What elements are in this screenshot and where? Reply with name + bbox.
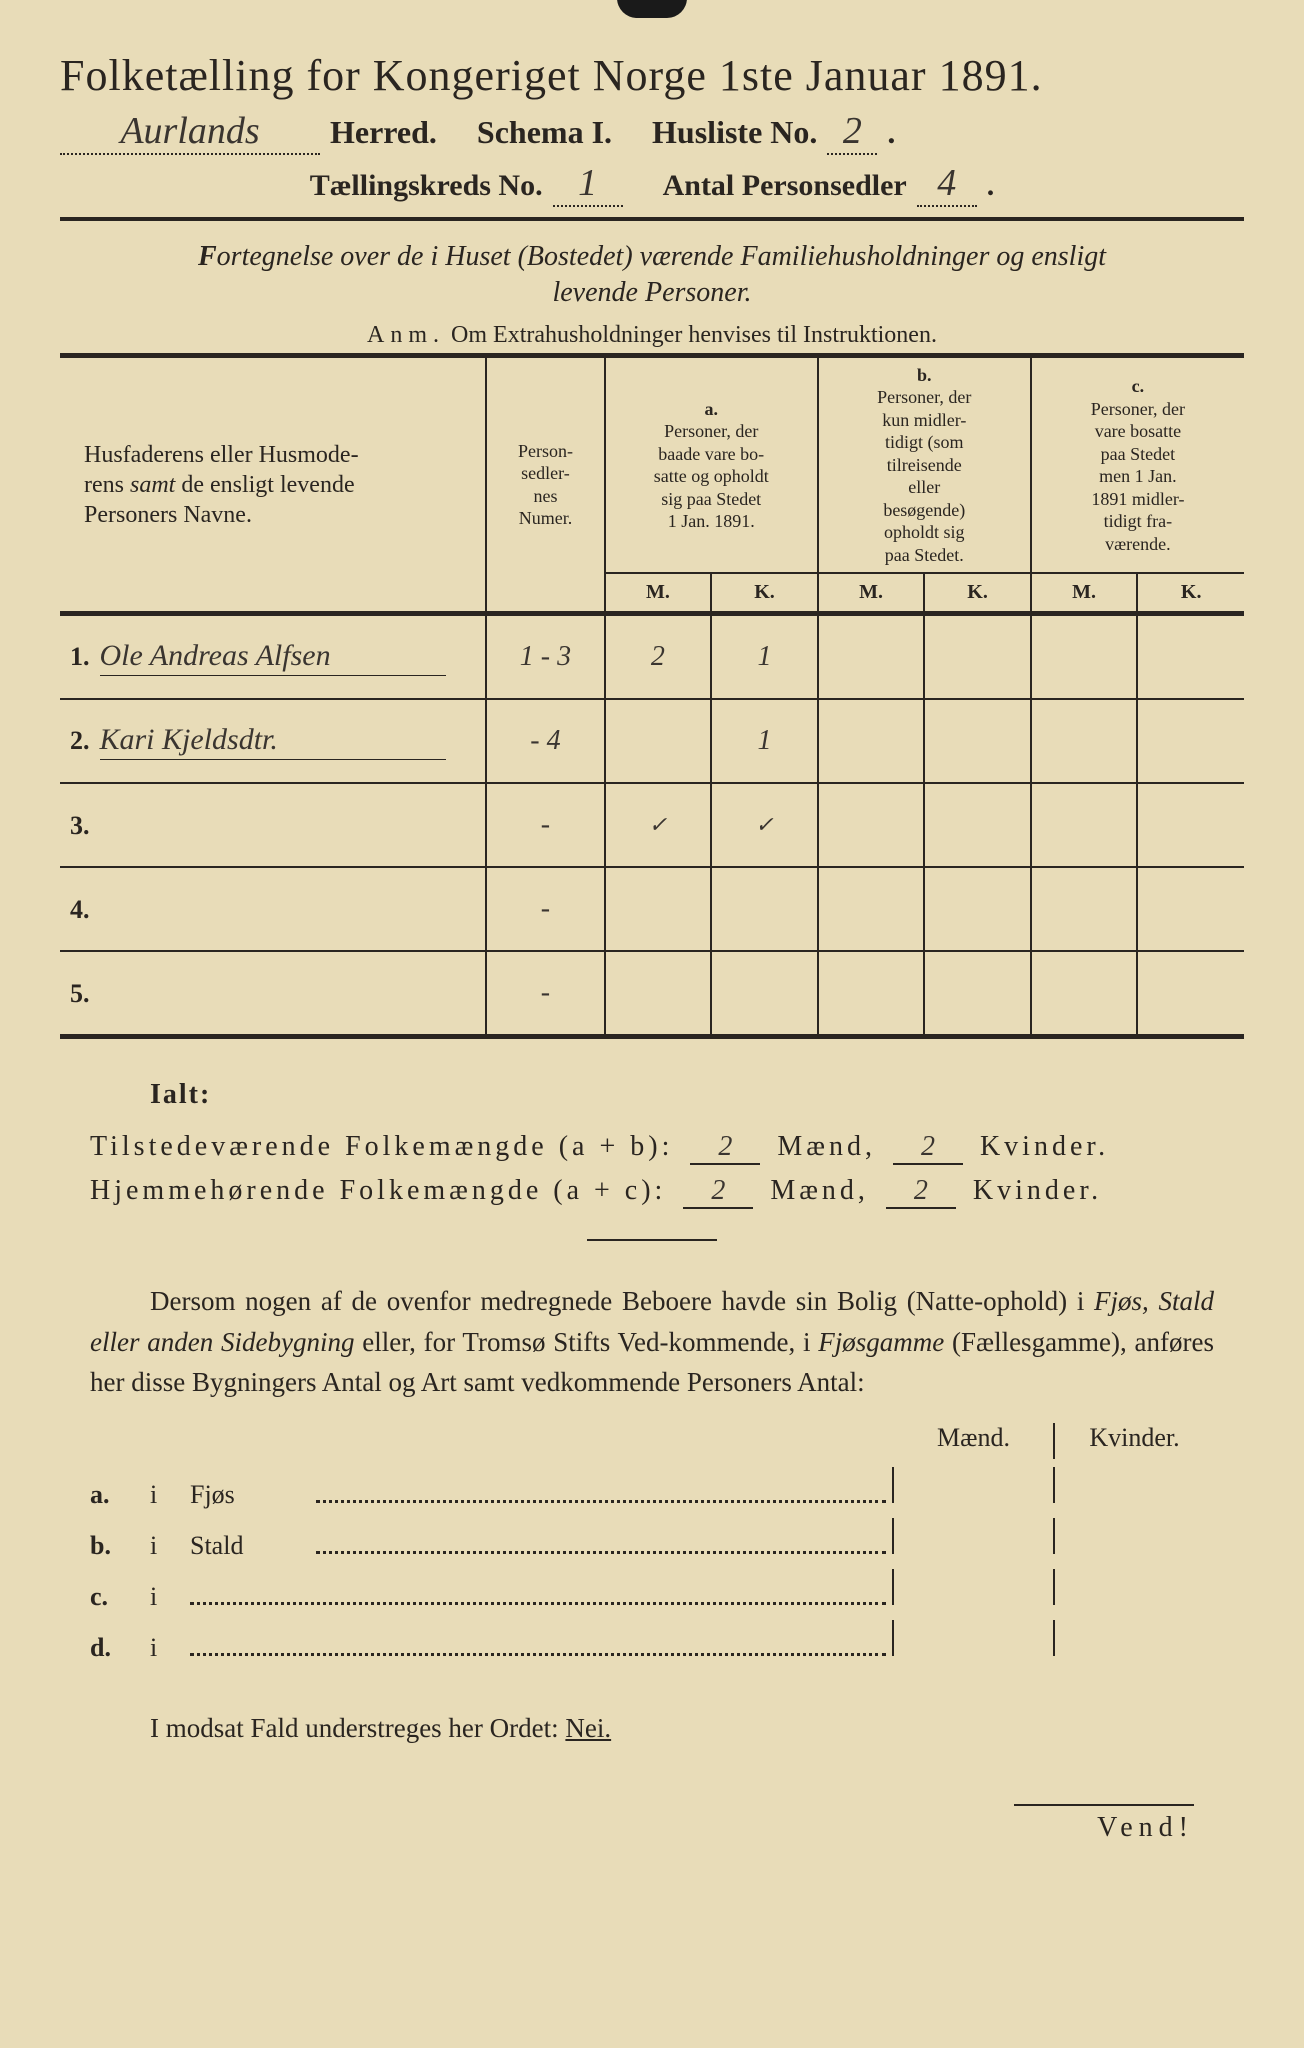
col-a-m: M. <box>605 573 712 614</box>
census-form-page: Folketælling for Kongeriget Norge 1ste J… <box>0 0 1304 2048</box>
anm-label: Anm. <box>367 322 445 348</box>
husliste-value: 2 <box>827 109 877 155</box>
building-row: c. i <box>90 1569 1214 1612</box>
vend-label: Vend! <box>1014 1804 1194 1844</box>
herred-label: Herred. <box>330 114 437 151</box>
anm-line: Anm. Om Extrahusholdninger henvises til … <box>60 322 1244 349</box>
paragraph: Dersom nogen af de ovenfor medregnede Be… <box>90 1281 1214 1403</box>
summary-line-1: Tilstedeværende Folkemængde (a + b): 2 M… <box>90 1131 1244 1165</box>
col-header-b: b. Personer, derkun midler-tidigt (somti… <box>818 355 1031 573</box>
herred-value: Aurlands <box>60 109 320 155</box>
main-title: Folketælling for Kongeriget Norge 1ste J… <box>60 50 1244 101</box>
building-table: Mænd. Kvinder. a. i Fjøs b. i Stald c. i… <box>90 1423 1214 1663</box>
rule-1 <box>60 217 1244 221</box>
building-row: d. i <box>90 1620 1214 1663</box>
table-row: 5. - <box>60 951 1244 1037</box>
table-row: 2.Kari Kjeldsdtr. - 4 1 <box>60 699 1244 783</box>
household-table: Husfaderens eller Husmode-rens samt de e… <box>60 353 1244 1040</box>
table-row: 3. - ✓ ✓ <box>60 783 1244 867</box>
antal-label: Antal Personsedler <box>663 169 907 203</box>
modsat-line: I modsat Fald understreges her Ordet: Ne… <box>150 1713 1214 1744</box>
col-header-c: c. Personer, dervare bosattepaa Stedetme… <box>1031 355 1244 573</box>
header-row-1: Aurlands Herred. Schema I. Husliste No. … <box>60 109 1244 155</box>
page-notch <box>617 0 687 18</box>
col-b-k: K. <box>924 573 1031 614</box>
bld-hdr-m: Mænd. <box>894 1423 1053 1459</box>
col-header-num: Person-sedler-nesNumer. <box>486 355 604 614</box>
kreds-value: 1 <box>553 161 623 207</box>
husliste-label: Husliste No. <box>652 114 817 151</box>
subtitle: Fortegnelse over de i Huset (Bostedet) v… <box>60 239 1244 312</box>
header-row-2: Tællingskreds No. 1 Antal Personsedler 4… <box>60 161 1244 207</box>
col-a-k: K. <box>711 573 818 614</box>
bld-hdr-k: Kvinder. <box>1053 1423 1214 1459</box>
building-row: b. i Stald <box>90 1518 1214 1561</box>
nei-word: Nei. <box>565 1713 611 1743</box>
col-header-name: Husfaderens eller Husmode-rens samt de e… <box>60 355 486 614</box>
short-rule <box>587 1239 717 1241</box>
schema-label: Schema I. <box>477 114 612 151</box>
anm-text: Om Extrahusholdninger henvises til Instr… <box>451 322 937 348</box>
col-header-a: a. Personer, derbaade vare bo-satte og o… <box>605 355 818 573</box>
antal-value: 4 <box>917 161 977 207</box>
table-row: 1.Ole Andreas Alfsen 1 - 3 2 1 <box>60 614 1244 700</box>
kreds-label: Tællingskreds No. <box>310 169 543 203</box>
col-c-k: K. <box>1137 573 1244 614</box>
col-c-m: M. <box>1031 573 1138 614</box>
building-row: a. i Fjøs <box>90 1467 1214 1510</box>
ialt-label: Ialt: <box>150 1079 1244 1111</box>
col-b-m: M. <box>818 573 925 614</box>
summary-line-2: Hjemmehørende Folkemængde (a + c): 2 Mæn… <box>90 1175 1244 1209</box>
table-row: 4. - <box>60 867 1244 951</box>
